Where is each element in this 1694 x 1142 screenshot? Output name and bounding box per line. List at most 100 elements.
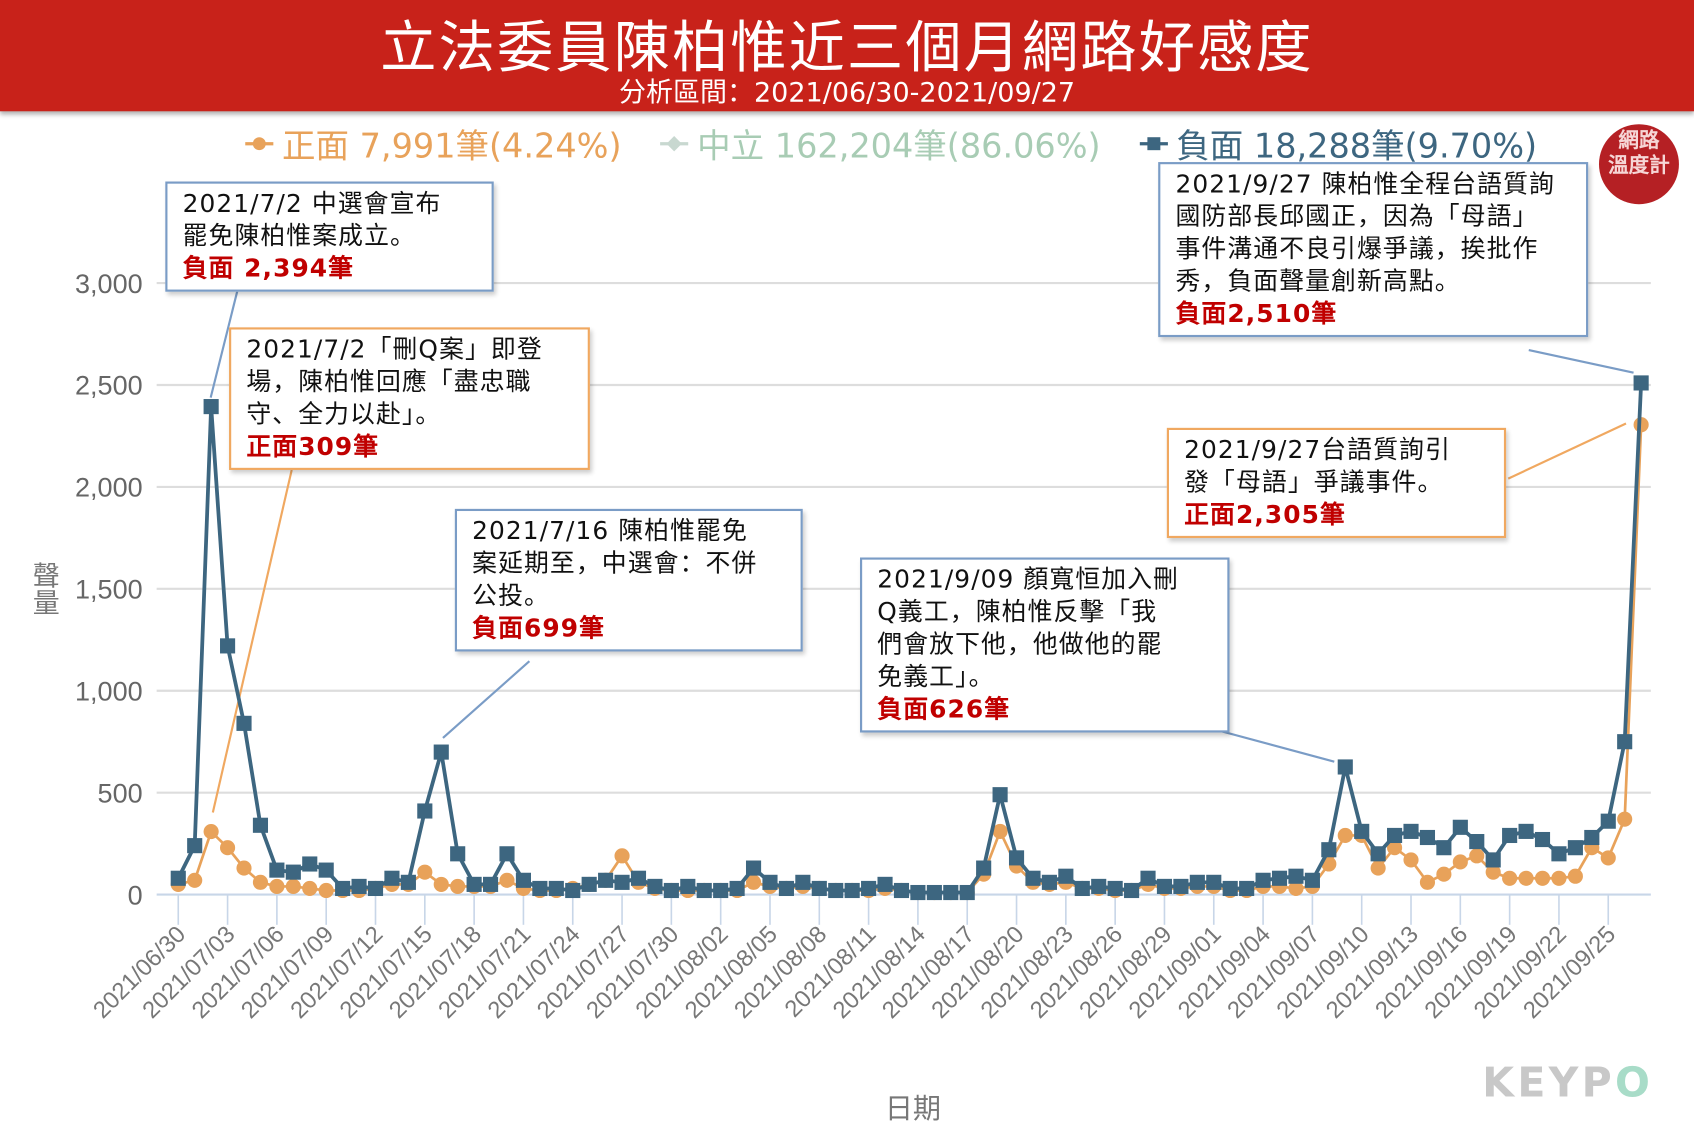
data-point-negative <box>778 880 794 897</box>
data-point-negative <box>1600 813 1616 829</box>
data-point-negative <box>548 880 564 897</box>
data-point-positive <box>1469 848 1485 864</box>
data-point-negative <box>811 880 827 897</box>
data-point-negative <box>499 846 515 862</box>
data-point-negative <box>433 744 449 760</box>
annotation-leader-line <box>211 469 293 813</box>
data-point-positive <box>236 860 252 876</box>
keypo-watermark: KEYPO <box>1482 1059 1653 1107</box>
y-axis-label: 聲量 <box>28 562 59 616</box>
data-point-negative <box>745 860 762 876</box>
data-point-positive <box>1337 827 1353 844</box>
data-point-positive <box>745 874 762 890</box>
y-tick-label: 2,000 <box>75 473 143 503</box>
data-point-negative <box>663 882 679 899</box>
annotation-highlight: 負面626筆 <box>877 695 1011 724</box>
data-point-negative <box>1436 840 1452 856</box>
data-point-positive <box>1551 870 1567 886</box>
data-point-negative <box>926 884 942 901</box>
data-point-negative <box>598 872 614 888</box>
annotation-text: 2021/7/16 陳柏惟罷免 案延期至，中選會：不併 公投。 <box>472 517 758 611</box>
data-point-negative <box>976 860 992 876</box>
data-point-negative <box>1156 878 1173 894</box>
data-point-negative <box>861 880 877 897</box>
watermark-text: O <box>1614 1058 1654 1107</box>
data-point-positive <box>1370 860 1386 876</box>
data-point-negative <box>1419 829 1436 846</box>
annotation-highlight: 負面2,510筆 <box>1175 300 1338 329</box>
data-point-negative <box>1041 874 1057 890</box>
data-point-positive <box>269 878 285 894</box>
data-point-negative <box>450 846 466 862</box>
data-point-positive <box>252 874 269 890</box>
data-point-negative <box>729 880 745 897</box>
title-banner: 立法委員陳柏惟近三個月網路好感度 分析區間：2021/06/30-2021/09… <box>0 0 1694 112</box>
data-point-negative <box>828 882 844 899</box>
annotation-0716-negative: 2021/7/16 陳柏惟罷免 案延期至，中選會：不併 公投。 負面699筆 <box>454 508 803 652</box>
data-point-negative <box>1551 846 1567 862</box>
data-point-negative <box>351 878 367 894</box>
data-point-negative <box>252 817 269 833</box>
data-point-positive <box>220 840 236 856</box>
data-point-negative <box>1584 829 1600 846</box>
annotation-leader-line <box>209 289 239 398</box>
data-point-negative <box>1107 880 1123 897</box>
data-point-negative <box>877 876 893 892</box>
circle-marker-icon <box>245 136 274 150</box>
data-point-negative <box>893 882 910 899</box>
chart-title: 立法委員陳柏惟近三個月網路好感度 <box>380 16 1314 82</box>
data-point-negative <box>630 870 647 886</box>
data-point-positive <box>499 872 515 888</box>
data-point-negative <box>565 882 581 899</box>
annotation-text: 2021/9/09 顏寬恒加入刪 Q義工，陳柏惟反擊「我 們會放下他，他做他的罷… <box>877 566 1179 692</box>
y-tick-label: 3,000 <box>75 269 143 299</box>
legend-label: 負面 18,288筆(9.70%) <box>1176 127 1538 167</box>
data-point-negative <box>1567 840 1583 856</box>
data-point-positive <box>1518 870 1534 886</box>
data-point-positive <box>1617 811 1633 827</box>
annotation-leader-line <box>442 660 531 739</box>
data-point-negative <box>1354 823 1370 839</box>
annotation-highlight: 負面 2,394筆 <box>182 254 355 284</box>
data-point-negative <box>187 838 203 854</box>
data-point-negative <box>959 884 975 901</box>
data-point-negative <box>1337 759 1353 775</box>
data-point-negative <box>482 876 499 892</box>
data-point-negative <box>844 882 860 899</box>
data-point-negative <box>1124 882 1140 899</box>
data-point-negative <box>1469 834 1485 850</box>
annotation-leader-line <box>1507 422 1627 480</box>
legend-label: 中立 162,204筆(86.06%) <box>697 127 1101 167</box>
data-point-negative <box>1140 870 1156 886</box>
brand-logo: 網路 溫度計 <box>1598 124 1679 205</box>
data-point-positive <box>302 880 318 897</box>
annotation-text: 2021/7/2「刪Q案」即登 場，陳柏惟回應「盡忠職 守、全力以赴」。 <box>246 336 543 429</box>
data-point-negative <box>1058 868 1074 884</box>
data-point-positive <box>1452 854 1468 870</box>
data-point-positive <box>614 848 630 864</box>
data-point-positive <box>1485 864 1501 880</box>
data-point-negative <box>532 880 548 897</box>
data-point-negative <box>1288 868 1304 884</box>
data-point-negative <box>1091 878 1107 894</box>
annotation-0702-positive: 2021/7/2「刪Q案」即登 場，陳柏惟回應「盡忠職 守、全力以赴」。 正面30… <box>229 327 590 470</box>
data-point-negative <box>1008 850 1025 866</box>
data-point-positive <box>1534 870 1551 886</box>
data-point-negative <box>203 399 219 415</box>
data-point-negative <box>1370 846 1386 862</box>
data-point-negative <box>515 872 531 888</box>
data-point-negative <box>696 882 712 899</box>
data-point-positive <box>433 876 449 892</box>
data-point-positive <box>1288 880 1304 897</box>
data-point-positive <box>1436 866 1452 882</box>
data-point-negative <box>236 715 252 731</box>
y-tick-label: 500 <box>98 778 143 808</box>
data-point-negative <box>1239 880 1255 897</box>
data-point-negative <box>614 874 630 890</box>
series-negative <box>170 375 1649 901</box>
annotation-text: 2021/9/27台語質詢引 發「母語」爭議事件。 <box>1184 436 1451 497</box>
data-point-negative <box>992 787 1008 803</box>
data-point-positive <box>1600 850 1616 866</box>
annotation-text: 2021/7/2 中選會宣布 罷免陳柏惟案成立。 <box>182 190 442 251</box>
